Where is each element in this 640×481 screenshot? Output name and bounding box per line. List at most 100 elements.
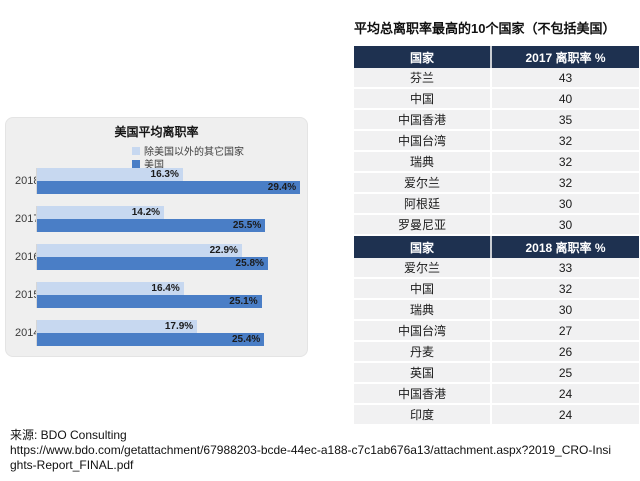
- legend-swatch-icon: [132, 146, 140, 155]
- column-header-rate: 2017 离职率 %: [525, 50, 606, 65]
- year-label: 2015: [15, 289, 40, 301]
- rate-cell: 32: [558, 281, 573, 296]
- legend-label: 除美国以外的其它国家: [144, 147, 244, 158]
- table-row: 中国香港 35: [354, 110, 639, 131]
- table-row: 芬兰 43: [354, 68, 639, 89]
- rate-cell: 30: [558, 302, 573, 317]
- year-group: 2015 16.4% 25.1%: [6, 276, 303, 314]
- country-cell: 中国香港: [354, 110, 492, 129]
- legend-item: 除美国以外的其它国家: [132, 144, 307, 158]
- bar-pair: 16.3% 29.4%: [36, 168, 301, 194]
- bar-value-label: 16.3%: [150, 169, 179, 180]
- table-row: 英国 25: [354, 363, 639, 384]
- rate-cell: 24: [558, 386, 573, 401]
- rate-cell: 40: [558, 91, 573, 106]
- country-cell: 丹麦: [354, 342, 492, 361]
- bar-us: 25.8%: [37, 257, 268, 270]
- rate-cell: 35: [558, 112, 573, 127]
- rate-cell: 24: [558, 407, 573, 422]
- rate-cell: 30: [558, 196, 573, 211]
- column-header-country: 国家: [354, 236, 492, 258]
- bar-pair: 14.2% 25.5%: [36, 206, 266, 232]
- table-row: 中国台湾 27: [354, 321, 639, 342]
- country-cell: 罗曼尼亚: [354, 215, 492, 234]
- bar-value-label: 16.4%: [151, 283, 180, 294]
- legend-label: 美国: [144, 160, 164, 171]
- bar-value-label: 25.5%: [232, 220, 262, 231]
- table-header-row: 国家 2018 离职率 %: [354, 236, 639, 258]
- bar-other-countries: 16.3%: [37, 168, 183, 181]
- bar-pair: 22.9% 25.8%: [36, 244, 268, 270]
- country-cell: 中国台湾: [354, 131, 492, 150]
- bar-value-label: 25.8%: [235, 258, 264, 269]
- year-group: 2016 22.9% 25.8%: [6, 238, 303, 276]
- table-row: 爱尔兰 33: [354, 258, 639, 279]
- country-cell: 阿根廷: [354, 194, 492, 213]
- country-cell: 中国香港: [354, 384, 492, 403]
- rate-cell: 32: [558, 133, 573, 148]
- table-row: 印度 24: [354, 405, 639, 426]
- country-cell: 爱尔兰: [354, 258, 492, 277]
- us-turnover-chart-panel: 美国平均离职率 除美国以外的其它国家 美国 2018 16.3% 29.4% 2017 1…: [5, 117, 308, 357]
- table-row: 中国 32: [354, 279, 639, 300]
- bar-value-label: 22.9%: [209, 245, 238, 256]
- country-cell: 中国: [354, 279, 492, 298]
- table-row: 罗曼尼亚 30: [354, 215, 639, 236]
- table-header-row: 国家 2017 离职率 %: [354, 46, 639, 68]
- bar-other-countries: 16.4%: [37, 282, 184, 295]
- chart-plot: 2018 16.3% 29.4% 2017 14.2% 25.5% 2016 22.9% 25.…: [6, 162, 303, 352]
- table-row: 阿根廷 30: [354, 194, 639, 215]
- year-group: 2014 17.9% 25.4%: [6, 314, 303, 352]
- table-row: 瑞典 32: [354, 152, 639, 173]
- rate-cell: 32: [558, 175, 573, 190]
- country-cell: 芬兰: [354, 68, 492, 87]
- year-group: 2018 16.3% 29.4%: [6, 162, 303, 200]
- country-cell: 中国台湾: [354, 321, 492, 340]
- bar-value-label: 25.4%: [231, 334, 261, 345]
- turnover-table-section: 平均总离职率最高的10个国家（不包括美国） 国家 2017 离职率 % 芬兰 43 中国…: [354, 18, 639, 426]
- table-row: 爱尔兰 32: [354, 173, 639, 194]
- source-url: https://www.bdo.com/getattachment/679882…: [10, 443, 612, 472]
- source-label: 来源: BDO Consulting: [10, 428, 127, 442]
- bar-us: 25.4%: [37, 333, 265, 346]
- table-row: 中国香港 24: [354, 384, 639, 405]
- rate-cell: 26: [558, 344, 573, 359]
- legend-item: 美国: [132, 157, 307, 171]
- rate-cell: 27: [558, 323, 573, 338]
- rate-cell: 30: [558, 217, 573, 232]
- rate-cell: 25: [558, 365, 573, 380]
- bar-other-countries: 17.9%: [37, 320, 198, 333]
- source-block: 来源: BDO Consulting https://www.bdo.com/g…: [10, 428, 616, 473]
- table-row: 中国 40: [354, 89, 639, 110]
- bar-us: 29.4%: [37, 181, 301, 194]
- table-row: 中国台湾 32: [354, 131, 639, 152]
- bar-us: 25.5%: [37, 219, 266, 232]
- column-header-country: 国家: [354, 46, 492, 68]
- bar-us: 25.1%: [37, 295, 262, 308]
- bar-pair: 17.9% 25.4%: [36, 320, 265, 346]
- table-title: 平均总离职率最高的10个国家（不包括美国）: [354, 21, 616, 36]
- country-cell: 印度: [354, 405, 492, 424]
- country-cell: 爱尔兰: [354, 173, 492, 192]
- chart-legend: 除美国以外的其它国家 美国: [132, 144, 307, 171]
- legend-swatch-icon: [132, 159, 140, 168]
- country-cell: 瑞典: [354, 152, 492, 171]
- turnover-table-2018: 国家 2018 离职率 % 爱尔兰 33 中国 32 瑞典 30 中国台湾 27 丹麦 26 英国 25 中…: [354, 236, 639, 426]
- table-row: 瑞典 30: [354, 300, 639, 321]
- rate-cell: 32: [558, 154, 573, 169]
- rate-cell: 33: [558, 260, 573, 275]
- turnover-table-2017: 国家 2017 离职率 % 芬兰 43 中国 40 中国香港 35 中国台湾 32 瑞典 32 爱尔兰 3…: [354, 46, 639, 236]
- bar-value-label: 17.9%: [164, 321, 194, 332]
- bar-other-countries: 22.9%: [37, 244, 242, 257]
- country-cell: 英国: [354, 363, 492, 382]
- bar-value-label: 14.2%: [131, 207, 161, 218]
- rate-cell: 43: [558, 70, 573, 85]
- year-label: 2016: [15, 251, 40, 263]
- chart-title: 美国平均离职率: [114, 125, 199, 139]
- year-label: 2017: [15, 213, 40, 225]
- bar-pair: 16.4% 25.1%: [36, 282, 262, 308]
- year-group: 2017 14.2% 25.5%: [6, 200, 303, 238]
- country-cell: 中国: [354, 89, 492, 108]
- bar-other-countries: 14.2%: [37, 206, 165, 219]
